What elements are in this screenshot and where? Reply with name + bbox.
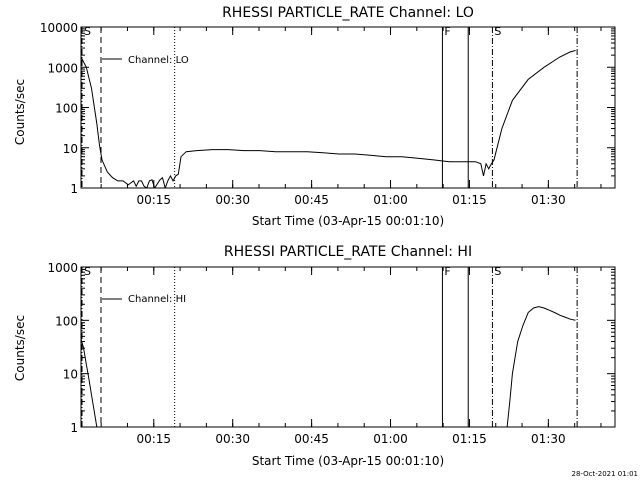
y-axis-label-lo: Counts/sec xyxy=(13,79,27,145)
legend-label-hi: Channel: HI xyxy=(128,294,186,305)
chart-panel-1: 1 10 100 1000 00:15 00:30 00:45 01:00 01:15 01:30… xyxy=(47,261,616,446)
x-tick-label: 01:00 xyxy=(373,432,408,446)
y-tick-label: 100 xyxy=(55,314,78,328)
legend-label-lo: Channel: LO xyxy=(128,55,189,66)
x-tick-label: 01:00 xyxy=(373,193,408,207)
chart-title-hi: RHESSI PARTICLE_RATE Channel: HI xyxy=(224,244,472,260)
event-marker-label: S xyxy=(84,265,91,278)
x-tick-label: 00:15 xyxy=(136,193,171,207)
plot-frame xyxy=(80,266,616,428)
data-series-line xyxy=(506,306,576,427)
y-tick-label: 1000 xyxy=(47,261,78,275)
x-tick-label: 00:30 xyxy=(215,432,250,446)
x-tick-label: 01:30 xyxy=(531,193,566,207)
y-tick-label: 10000 xyxy=(40,21,78,35)
event-marker-label: S xyxy=(494,25,501,38)
y-tick-label: 1000 xyxy=(47,61,78,75)
x-tick-label: 00:30 xyxy=(215,193,250,207)
chart-panel-0: 1 10 100 1000 10000 00:15 00:30 00:45 01:00 01:15… xyxy=(40,21,616,207)
x-tick-label: 01:15 xyxy=(452,193,487,207)
x-axis-label-hi: Start Time (03-Apr-15 00:01:10) xyxy=(252,454,444,468)
y-tick-label: 1 xyxy=(70,182,78,196)
event-marker-label: F xyxy=(444,265,450,278)
data-series-line xyxy=(81,50,576,188)
plot-layer: 1 10 100 1000 10000 00:15 00:30 00:45 01:00 01:15… xyxy=(40,21,616,446)
event-marker-label: F xyxy=(444,25,450,38)
y-tick-label: 10 xyxy=(63,142,78,156)
x-tick-label: 00:15 xyxy=(136,432,171,446)
y-tick-label: 10 xyxy=(63,368,78,382)
date-stamp: 28-Oct-2021 01:01 xyxy=(572,470,638,478)
event-marker-label: S xyxy=(494,265,501,278)
event-marker-label: S xyxy=(84,25,91,38)
x-tick-label: 01:15 xyxy=(452,432,487,446)
y-axis-label-hi: Counts/sec xyxy=(13,315,27,381)
x-tick-label: 00:45 xyxy=(294,432,329,446)
y-tick-label: 100 xyxy=(55,102,78,116)
data-series-line xyxy=(81,338,98,427)
x-tick-label: 01:30 xyxy=(531,432,566,446)
x-tick-label: 00:45 xyxy=(294,193,329,207)
y-tick-label: 1 xyxy=(70,421,78,435)
chart-title-lo: RHESSI PARTICLE_RATE Channel: LO xyxy=(222,5,474,21)
x-axis-label-lo: Start Time (03-Apr-15 00:01:10) xyxy=(252,214,444,228)
